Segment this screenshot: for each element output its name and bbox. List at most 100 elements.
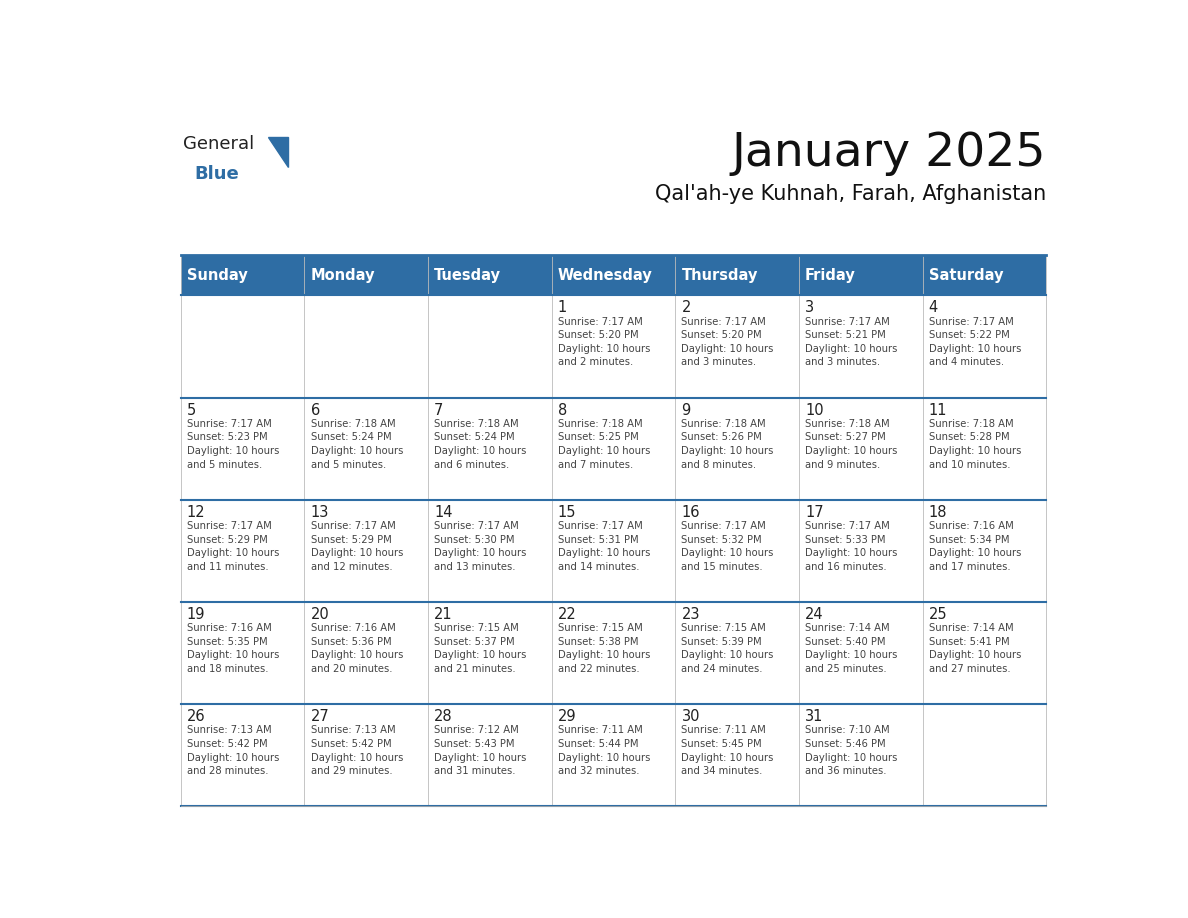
Text: 5: 5 (187, 402, 196, 418)
Bar (428, 602, 551, 704)
Text: Tuesday: Tuesday (434, 268, 501, 283)
Bar (675, 255, 798, 296)
Bar (304, 397, 428, 499)
Text: Monday: Monday (310, 268, 375, 283)
Text: 27: 27 (310, 709, 329, 724)
Bar (798, 499, 923, 602)
Bar (551, 499, 675, 602)
Text: Sunrise: 7:17 AM
Sunset: 5:31 PM
Daylight: 10 hours
and 14 minutes.: Sunrise: 7:17 AM Sunset: 5:31 PM Dayligh… (558, 521, 650, 572)
Bar (304, 255, 428, 296)
Bar (551, 397, 675, 499)
Text: Sunrise: 7:17 AM
Sunset: 5:20 PM
Daylight: 10 hours
and 3 minutes.: Sunrise: 7:17 AM Sunset: 5:20 PM Dayligh… (682, 317, 773, 367)
Bar (428, 296, 551, 397)
Text: 29: 29 (558, 709, 576, 724)
Text: Saturday: Saturday (929, 268, 1003, 283)
Bar (923, 499, 1047, 602)
Text: 19: 19 (187, 607, 206, 621)
Bar (923, 296, 1047, 397)
Text: 25: 25 (929, 607, 947, 621)
Bar (428, 704, 551, 806)
Bar (798, 296, 923, 397)
Text: 24: 24 (805, 607, 823, 621)
Text: 14: 14 (434, 505, 453, 520)
Text: 30: 30 (682, 709, 700, 724)
Bar (181, 255, 304, 296)
Text: 22: 22 (558, 607, 576, 621)
Bar (428, 397, 551, 499)
Text: 1: 1 (558, 300, 567, 315)
Text: Sunrise: 7:11 AM
Sunset: 5:45 PM
Daylight: 10 hours
and 34 minutes.: Sunrise: 7:11 AM Sunset: 5:45 PM Dayligh… (682, 725, 773, 777)
Text: Sunrise: 7:18 AM
Sunset: 5:26 PM
Daylight: 10 hours
and 8 minutes.: Sunrise: 7:18 AM Sunset: 5:26 PM Dayligh… (682, 419, 773, 470)
Text: Sunrise: 7:17 AM
Sunset: 5:22 PM
Daylight: 10 hours
and 4 minutes.: Sunrise: 7:17 AM Sunset: 5:22 PM Dayligh… (929, 317, 1022, 367)
Text: Sunrise: 7:18 AM
Sunset: 5:28 PM
Daylight: 10 hours
and 10 minutes.: Sunrise: 7:18 AM Sunset: 5:28 PM Dayligh… (929, 419, 1022, 470)
Text: Blue: Blue (195, 164, 239, 183)
Text: Sunrise: 7:10 AM
Sunset: 5:46 PM
Daylight: 10 hours
and 36 minutes.: Sunrise: 7:10 AM Sunset: 5:46 PM Dayligh… (805, 725, 897, 777)
Text: Sunrise: 7:12 AM
Sunset: 5:43 PM
Daylight: 10 hours
and 31 minutes.: Sunrise: 7:12 AM Sunset: 5:43 PM Dayligh… (434, 725, 526, 777)
Text: 8: 8 (558, 402, 567, 418)
Text: Sunrise: 7:18 AM
Sunset: 5:24 PM
Daylight: 10 hours
and 6 minutes.: Sunrise: 7:18 AM Sunset: 5:24 PM Dayligh… (434, 419, 526, 470)
Text: 2: 2 (682, 300, 691, 315)
Bar (181, 397, 304, 499)
Text: Sunrise: 7:17 AM
Sunset: 5:23 PM
Daylight: 10 hours
and 5 minutes.: Sunrise: 7:17 AM Sunset: 5:23 PM Dayligh… (187, 419, 279, 470)
Bar (304, 296, 428, 397)
Bar (675, 704, 798, 806)
Text: Sunrise: 7:11 AM
Sunset: 5:44 PM
Daylight: 10 hours
and 32 minutes.: Sunrise: 7:11 AM Sunset: 5:44 PM Dayligh… (558, 725, 650, 777)
Bar (551, 704, 675, 806)
Bar (675, 296, 798, 397)
Text: Sunrise: 7:13 AM
Sunset: 5:42 PM
Daylight: 10 hours
and 28 minutes.: Sunrise: 7:13 AM Sunset: 5:42 PM Dayligh… (187, 725, 279, 777)
Bar (923, 602, 1047, 704)
Bar (798, 602, 923, 704)
Bar (798, 255, 923, 296)
Bar (304, 704, 428, 806)
Text: 18: 18 (929, 505, 947, 520)
Text: 21: 21 (434, 607, 453, 621)
Text: 16: 16 (682, 505, 700, 520)
Text: Sunrise: 7:17 AM
Sunset: 5:33 PM
Daylight: 10 hours
and 16 minutes.: Sunrise: 7:17 AM Sunset: 5:33 PM Dayligh… (805, 521, 897, 572)
Text: Sunrise: 7:16 AM
Sunset: 5:34 PM
Daylight: 10 hours
and 17 minutes.: Sunrise: 7:16 AM Sunset: 5:34 PM Dayligh… (929, 521, 1022, 572)
Text: Sunrise: 7:15 AM
Sunset: 5:38 PM
Daylight: 10 hours
and 22 minutes.: Sunrise: 7:15 AM Sunset: 5:38 PM Dayligh… (558, 623, 650, 674)
Bar (675, 397, 798, 499)
Bar (923, 704, 1047, 806)
Bar (428, 499, 551, 602)
Bar (551, 296, 675, 397)
Bar (551, 255, 675, 296)
Text: Thursday: Thursday (682, 268, 758, 283)
Text: 9: 9 (682, 402, 690, 418)
Text: January 2025: January 2025 (732, 131, 1047, 176)
Text: 20: 20 (310, 607, 329, 621)
Text: 23: 23 (682, 607, 700, 621)
Text: Sunrise: 7:16 AM
Sunset: 5:35 PM
Daylight: 10 hours
and 18 minutes.: Sunrise: 7:16 AM Sunset: 5:35 PM Dayligh… (187, 623, 279, 674)
Text: Sunrise: 7:18 AM
Sunset: 5:24 PM
Daylight: 10 hours
and 5 minutes.: Sunrise: 7:18 AM Sunset: 5:24 PM Dayligh… (310, 419, 403, 470)
Text: Sunrise: 7:18 AM
Sunset: 5:27 PM
Daylight: 10 hours
and 9 minutes.: Sunrise: 7:18 AM Sunset: 5:27 PM Dayligh… (805, 419, 897, 470)
Bar (181, 499, 304, 602)
Bar (675, 602, 798, 704)
Text: Sunrise: 7:14 AM
Sunset: 5:40 PM
Daylight: 10 hours
and 25 minutes.: Sunrise: 7:14 AM Sunset: 5:40 PM Dayligh… (805, 623, 897, 674)
Text: Sunrise: 7:17 AM
Sunset: 5:29 PM
Daylight: 10 hours
and 11 minutes.: Sunrise: 7:17 AM Sunset: 5:29 PM Dayligh… (187, 521, 279, 572)
Text: 13: 13 (310, 505, 329, 520)
Bar (798, 704, 923, 806)
Bar (428, 255, 551, 296)
Text: Sunrise: 7:17 AM
Sunset: 5:30 PM
Daylight: 10 hours
and 13 minutes.: Sunrise: 7:17 AM Sunset: 5:30 PM Dayligh… (434, 521, 526, 572)
Text: 3: 3 (805, 300, 814, 315)
Text: 28: 28 (434, 709, 453, 724)
Text: 31: 31 (805, 709, 823, 724)
Text: 7: 7 (434, 402, 443, 418)
Text: Friday: Friday (805, 268, 855, 283)
Text: Sunday: Sunday (187, 268, 247, 283)
Text: 10: 10 (805, 402, 823, 418)
Text: 17: 17 (805, 505, 823, 520)
Text: Wednesday: Wednesday (558, 268, 652, 283)
Bar (181, 704, 304, 806)
Text: 12: 12 (187, 505, 206, 520)
Text: Sunrise: 7:17 AM
Sunset: 5:21 PM
Daylight: 10 hours
and 3 minutes.: Sunrise: 7:17 AM Sunset: 5:21 PM Dayligh… (805, 317, 897, 367)
Bar (181, 296, 304, 397)
Text: 6: 6 (310, 402, 320, 418)
Text: Sunrise: 7:15 AM
Sunset: 5:39 PM
Daylight: 10 hours
and 24 minutes.: Sunrise: 7:15 AM Sunset: 5:39 PM Dayligh… (682, 623, 773, 674)
Text: Sunrise: 7:18 AM
Sunset: 5:25 PM
Daylight: 10 hours
and 7 minutes.: Sunrise: 7:18 AM Sunset: 5:25 PM Dayligh… (558, 419, 650, 470)
Text: General: General (183, 135, 254, 153)
Bar (551, 602, 675, 704)
Bar (181, 602, 304, 704)
Text: Sunrise: 7:16 AM
Sunset: 5:36 PM
Daylight: 10 hours
and 20 minutes.: Sunrise: 7:16 AM Sunset: 5:36 PM Dayligh… (310, 623, 403, 674)
Text: 11: 11 (929, 402, 947, 418)
Bar (675, 499, 798, 602)
